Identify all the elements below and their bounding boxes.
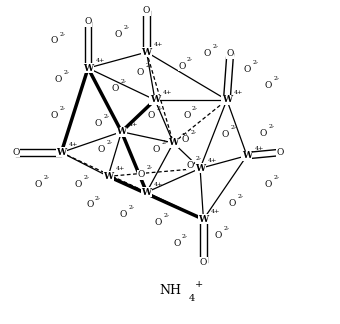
Text: W: W (195, 164, 205, 173)
Text: O: O (226, 49, 234, 58)
Text: 2-: 2- (274, 175, 280, 180)
Text: O: O (115, 30, 122, 39)
Text: 2-: 2- (95, 195, 101, 201)
Text: 2-: 2- (60, 106, 66, 111)
Text: 4+: 4+ (234, 90, 243, 95)
Text: 4+: 4+ (207, 158, 217, 163)
Text: O: O (178, 62, 185, 71)
Text: 2-: 2- (83, 175, 89, 180)
Text: O: O (51, 111, 58, 120)
Text: O: O (215, 231, 222, 240)
Text: 2-: 2- (162, 140, 168, 145)
Text: W: W (56, 148, 66, 157)
Text: W: W (222, 95, 232, 104)
Text: 2-: 2- (190, 130, 197, 135)
Text: 2-: 2- (212, 44, 218, 49)
Text: 4+: 4+ (181, 133, 190, 138)
Text: 4+: 4+ (254, 145, 264, 151)
Text: O: O (34, 180, 41, 189)
Text: 4+: 4+ (96, 58, 105, 63)
Text: O: O (277, 148, 284, 157)
Text: O: O (138, 170, 145, 179)
Text: 2-: 2- (231, 125, 237, 131)
Text: 4+: 4+ (154, 42, 163, 47)
Text: O: O (84, 17, 92, 26)
Text: W: W (141, 188, 152, 197)
Text: NH: NH (159, 284, 181, 297)
Text: W: W (150, 95, 160, 104)
Text: O: O (13, 148, 20, 157)
Text: W: W (103, 172, 113, 181)
Text: O: O (74, 180, 82, 189)
Text: O: O (221, 131, 229, 139)
Text: 2-: 2- (129, 205, 135, 210)
Text: O: O (153, 145, 160, 154)
Text: O: O (136, 68, 143, 77)
Text: O: O (200, 258, 207, 267)
Text: 2-: 2- (107, 140, 113, 145)
Text: W: W (198, 215, 208, 224)
Text: O: O (86, 201, 94, 210)
Text: O: O (265, 81, 272, 90)
Text: 4: 4 (188, 294, 194, 303)
Text: 2-: 2- (60, 31, 66, 37)
Text: 2-: 2- (187, 57, 193, 62)
Text: 2-: 2- (224, 226, 230, 231)
Text: W: W (116, 127, 126, 136)
Text: O: O (95, 119, 102, 128)
Text: 2-: 2- (157, 106, 163, 111)
Text: O: O (111, 84, 119, 93)
Text: 2-: 2- (252, 60, 258, 65)
Text: O: O (260, 129, 267, 138)
Text: 2-: 2- (192, 106, 198, 111)
Text: W: W (242, 151, 252, 160)
Text: O: O (183, 111, 190, 120)
Text: 2-: 2- (237, 194, 243, 199)
Text: O: O (119, 210, 127, 219)
Text: O: O (181, 135, 189, 144)
Text: 4+: 4+ (116, 166, 125, 171)
Text: O: O (148, 111, 155, 120)
Text: 2-: 2- (103, 114, 109, 119)
Text: 2-: 2- (269, 124, 275, 129)
Text: 2-: 2- (274, 76, 280, 81)
Text: 2-: 2- (147, 165, 153, 170)
Text: W: W (141, 48, 152, 57)
Text: O: O (51, 37, 58, 45)
Text: 4+: 4+ (69, 142, 78, 147)
Text: 4+: 4+ (129, 122, 138, 127)
Text: 4+: 4+ (211, 209, 220, 214)
Text: O: O (203, 49, 210, 58)
Text: 2-: 2- (43, 175, 49, 180)
Text: O: O (228, 199, 236, 208)
Text: 2-: 2- (145, 64, 151, 68)
Text: 2-: 2- (123, 25, 130, 30)
Text: O: O (186, 161, 194, 170)
Text: O: O (143, 6, 150, 15)
Text: 4+: 4+ (162, 90, 172, 95)
Text: O: O (173, 239, 181, 248)
Text: +: + (195, 280, 203, 289)
Text: 4+: 4+ (154, 182, 163, 187)
Text: 2-: 2- (63, 70, 69, 75)
Text: O: O (98, 145, 105, 154)
Text: O: O (54, 75, 62, 84)
Text: 2-: 2- (182, 234, 188, 239)
Text: O: O (155, 218, 162, 227)
Text: 2-: 2- (120, 79, 126, 84)
Text: O: O (243, 65, 251, 74)
Text: W: W (83, 64, 93, 73)
Text: O: O (265, 180, 272, 189)
Text: 2-: 2- (164, 213, 170, 218)
Text: 2-: 2- (195, 156, 202, 161)
Text: W: W (168, 138, 179, 147)
